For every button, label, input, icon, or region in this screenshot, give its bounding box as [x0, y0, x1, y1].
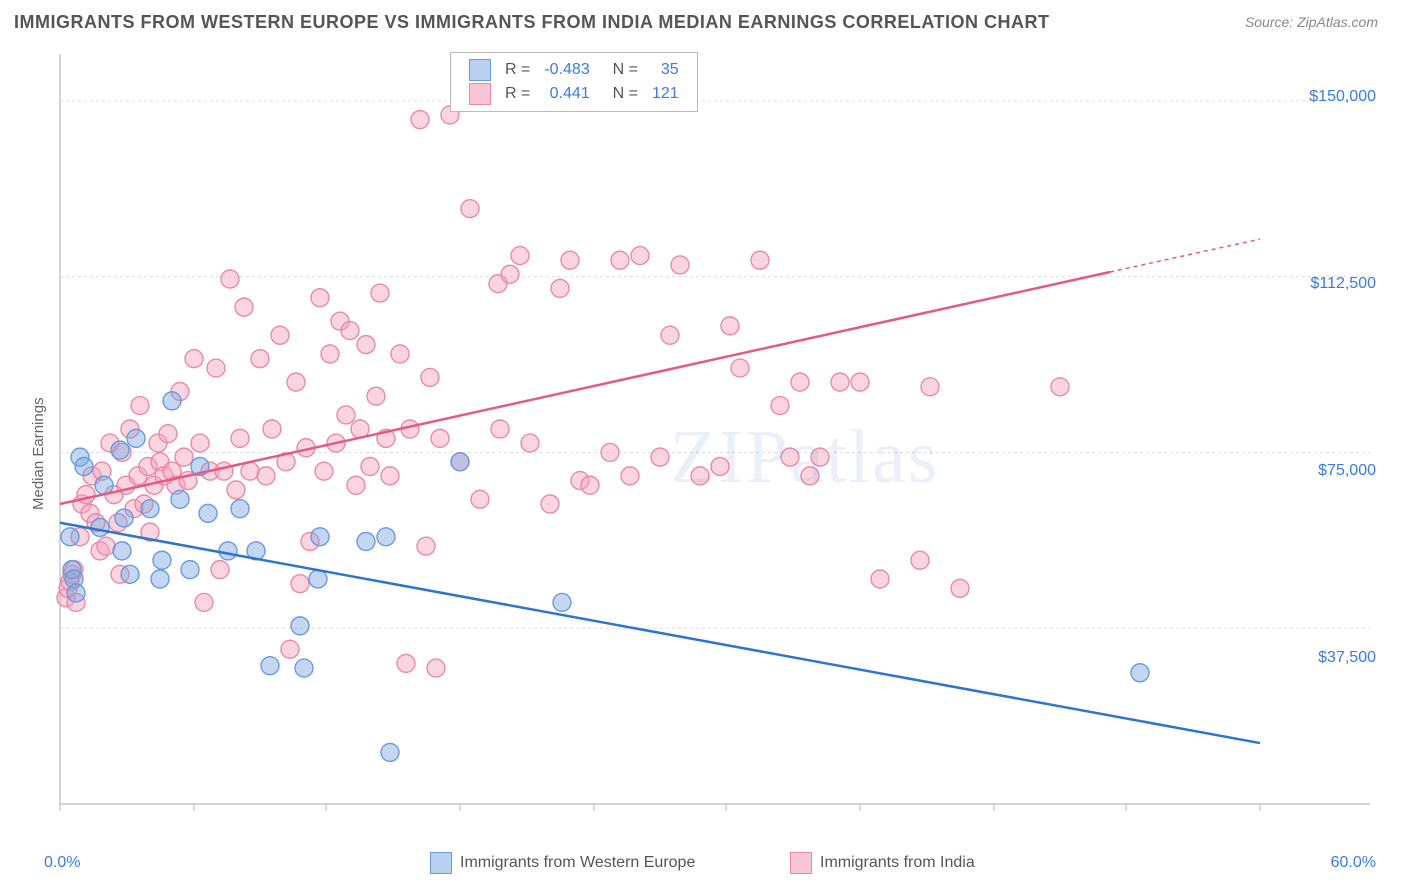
x-axis-max-label: 60.0%	[1331, 854, 1376, 872]
x-axis-min-label: 0.0%	[44, 854, 80, 872]
stats-row-india: R =0.441 N =121	[463, 83, 685, 105]
y-tick-label: $75,000	[1286, 462, 1376, 480]
stats-legend: R =-0.483 N =35 R =0.441 N =121	[450, 52, 698, 112]
scatter-chart: ZIPatlas	[50, 44, 1380, 834]
source-label: Source: ZipAtlas.com	[1245, 14, 1378, 30]
stats-row-western-europe: R =-0.483 N =35	[463, 59, 685, 81]
chart-title: IMMIGRANTS FROM WESTERN EUROPE VS IMMIGR…	[14, 12, 1049, 33]
y-tick-label: $37,500	[1286, 649, 1376, 667]
legend-india: Immigrants from India	[790, 852, 975, 874]
legend-western-europe: Immigrants from Western Europe	[430, 852, 695, 874]
y-axis-label: Median Earnings	[30, 397, 47, 510]
legend-label: Immigrants from Western Europe	[460, 854, 695, 872]
y-tick-label: $112,500	[1286, 275, 1376, 293]
y-tick-label: $150,000	[1286, 88, 1376, 106]
legend-label: Immigrants from India	[820, 854, 975, 872]
